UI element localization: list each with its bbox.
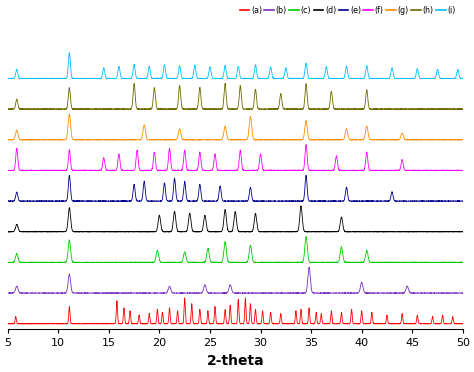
X-axis label: 2-theta: 2-theta — [207, 354, 264, 368]
Legend: (a), (b), (c), (d), (e), (f), (g), (h), (i): (a), (b), (c), (d), (e), (f), (g), (h), … — [237, 3, 459, 18]
